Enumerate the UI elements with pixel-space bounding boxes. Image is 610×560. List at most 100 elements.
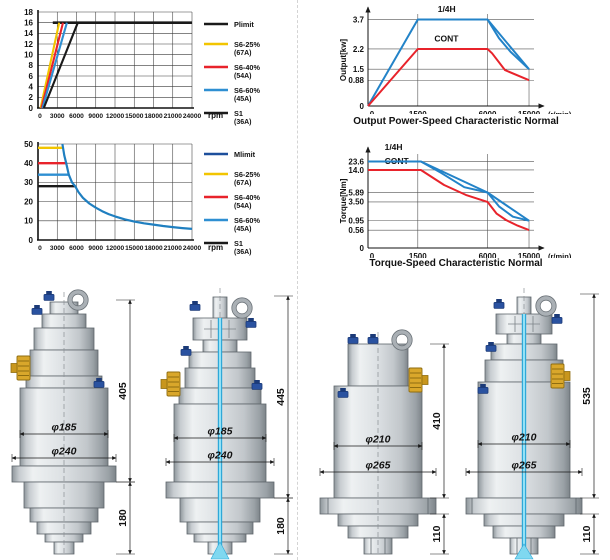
x-tick-label: 9000 — [88, 113, 103, 120]
legend-label: S6-40% — [234, 193, 260, 202]
series-label: CONT — [434, 34, 459, 44]
y-tick-label: 0 — [29, 236, 34, 245]
dim-label-height: 180 — [275, 517, 287, 535]
spindle-body — [10, 289, 117, 556]
plug-cap — [480, 384, 486, 388]
plug-port — [347, 337, 359, 344]
plug-cap — [340, 388, 346, 392]
legend-label: S6-60% — [234, 86, 260, 95]
dim-label-height: 535 — [581, 387, 593, 405]
y-tick-label: 10 — [24, 50, 33, 59]
air-fitting — [16, 355, 31, 381]
x-tick-label: 24000 — [183, 113, 202, 120]
plug-cap — [370, 334, 376, 338]
coolant-spray — [210, 541, 230, 560]
air-fitting-tip — [421, 375, 429, 385]
plug-port — [251, 383, 263, 390]
y-axis-label: Torque[Nm] — [339, 178, 348, 223]
dim-label-dia: φ210 — [366, 434, 391, 446]
legend: Plimit S6-25%(67A) S6-40%(54A) S6-60%(45A) S… — [204, 20, 260, 126]
x-tick-label: 21000 — [164, 113, 183, 120]
air-fitting — [408, 367, 423, 393]
x-tick-label: 6000 — [69, 245, 84, 252]
x-tick-label: 1500 — [409, 252, 427, 258]
spindle-body — [160, 288, 275, 560]
x-tick-label: 6000 — [479, 110, 497, 114]
x-tick-label: 0 — [370, 110, 375, 114]
legend-label: S1 — [234, 109, 243, 118]
air-fitting-tip — [160, 379, 168, 389]
plug-port — [180, 349, 192, 356]
spindle-body — [465, 288, 583, 560]
y-tick-label: 5.89 — [348, 188, 364, 197]
y-tick-label: 0 — [29, 104, 34, 113]
y-tick-label: 0.56 — [348, 226, 364, 235]
plug-port — [477, 387, 489, 394]
air-fitting-tip — [10, 363, 18, 373]
dim-label-dia: φ240 — [208, 450, 233, 462]
dimensions: φ185 φ240 405 180 — [11, 299, 135, 555]
eye-bolt — [67, 289, 89, 311]
plug-cap — [192, 301, 198, 305]
y-tick-label: 4 — [29, 82, 34, 91]
series-line-1/4H-decel — [486, 191, 530, 222]
x-tick-label: 15000 — [125, 113, 144, 120]
series-line-1/4H-decel — [486, 18, 530, 70]
drawing-spindle-c: φ210 φ265 410 110 — [312, 288, 462, 560]
x-tick-label: 15000 — [518, 110, 541, 114]
plug-port — [485, 345, 497, 352]
series — [38, 143, 193, 230]
body-segment — [29, 349, 99, 377]
x-tick-label: 12000 — [106, 245, 125, 252]
legend-label: S6-25% — [234, 40, 260, 49]
eye-bolt — [391, 329, 413, 351]
plug-port — [337, 391, 349, 398]
chart-torque-limit: 0 10 20 30 40 50 0 3000 6000 9000 12000 15000 18000 2… — [6, 138, 298, 260]
legend-sub-label: (54A) — [234, 203, 252, 210]
x-axis-label: rpm — [208, 243, 223, 252]
y-tick-label: 18 — [24, 8, 33, 17]
x-tick-label: 15000 — [125, 245, 144, 252]
dimensions: φ210 φ265 535 110 — [465, 293, 599, 555]
series — [368, 160, 530, 232]
air-fitting — [166, 371, 181, 397]
x-tick-label: 3000 — [50, 245, 65, 252]
x-tick-label: 0 — [370, 252, 375, 258]
series-label: 1/4H — [438, 4, 456, 14]
y-tick-label: 0.88 — [348, 76, 364, 85]
y-tick-label: 50 — [24, 140, 33, 149]
spindle-svg: φ210 φ265 535 110 — [465, 288, 599, 560]
x-tick-label: 18000 — [144, 245, 163, 252]
air-fitting-tip — [563, 371, 571, 381]
series — [39, 21, 192, 109]
y-tick-label: 30 — [24, 178, 33, 187]
legend: Mlimit S6-25%(67A) S6-40%(54A) S6-60%(45A) S… — [204, 150, 260, 256]
x-tick-label: 3000 — [50, 113, 65, 120]
legend-sub-label: (67A) — [234, 180, 252, 187]
dim-label-height: 110 — [431, 525, 443, 542]
chart-torque-speed: 23.6 14.0 5.89 3.50 0.95 0.56 0 0 1500 6000 15000 (… — [306, 140, 606, 269]
y-tick-label: 23.6 — [348, 157, 364, 166]
x-tick-label: 18000 — [144, 113, 163, 120]
y-tick-label: 6 — [29, 72, 34, 81]
eye-bolt — [535, 295, 557, 317]
legend-label: Plimit — [234, 20, 254, 29]
legend-sub-label: (67A) — [234, 50, 252, 57]
dim-label-height: 410 — [431, 412, 443, 430]
plug-cap — [183, 346, 189, 350]
y-tick-label: 20 — [24, 197, 33, 206]
y-tick-label: 2.2 — [353, 45, 365, 54]
plug-port — [189, 303, 201, 311]
dim-label-dia: φ265 — [512, 460, 537, 472]
legend-sub-label: (45A) — [234, 226, 252, 233]
x-tick-label: 9000 — [88, 245, 103, 252]
x-tick-label: 21000 — [164, 245, 183, 252]
y-tick-label: 0 — [360, 102, 365, 111]
series-label: 1/4H — [385, 142, 403, 152]
y-tick-label: 14.0 — [348, 166, 364, 175]
legend-label: S6-25% — [234, 170, 260, 179]
dim-label-dia: φ185 — [208, 426, 233, 438]
y-tick-label: 2 — [29, 93, 34, 102]
x-tick-label: 1500 — [409, 110, 427, 114]
